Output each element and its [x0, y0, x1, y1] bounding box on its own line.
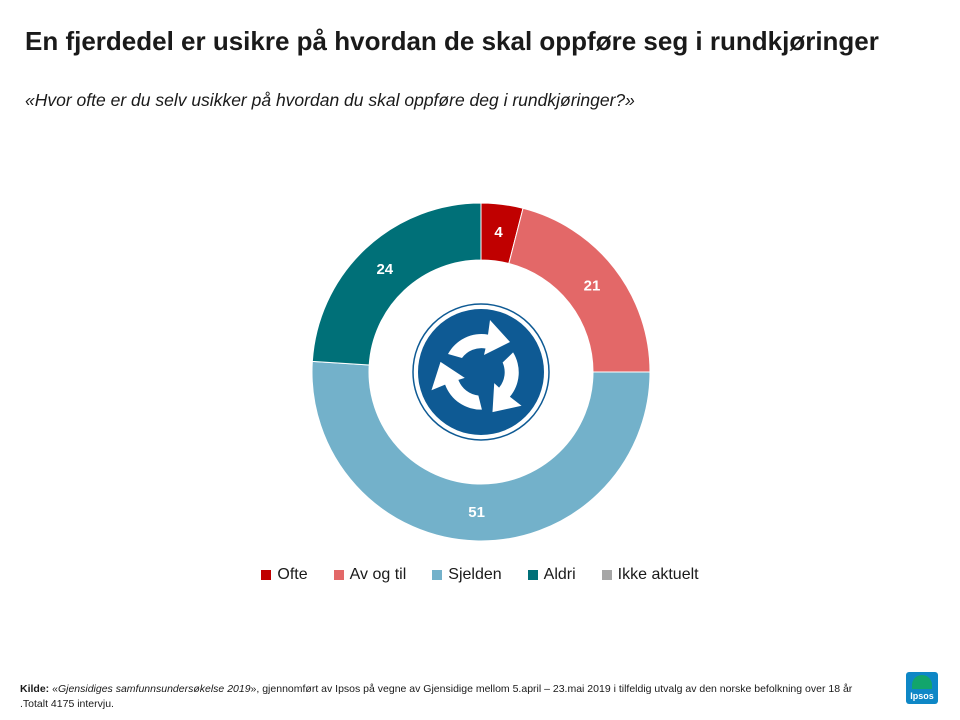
slice-labels: 4 21 51 24: [376, 224, 600, 521]
legend-label: Av og til: [349, 566, 407, 583]
source-survey-name: Gjensidiges samfunnsundersøkelse 2019: [57, 683, 251, 695]
source-note: Kilde: «Gjensidiges samfunnsundersøkelse…: [20, 682, 870, 712]
roundabout-arrow: [431, 361, 482, 410]
logo-text: Ipsos: [910, 691, 934, 701]
legend-swatch: [527, 570, 538, 580]
legend-swatch: [333, 570, 344, 580]
legend-swatch: [261, 570, 272, 580]
roundabout-arrow: [492, 352, 522, 413]
logo-mark: [912, 675, 932, 689]
legend-label: Sjelden: [448, 566, 502, 583]
source-label: Kilde:: [20, 683, 50, 695]
donut-slices: [311, 202, 651, 542]
roundabout-sign-icon: [412, 303, 550, 441]
slice-label-av-og-til: 21: [584, 277, 601, 294]
slice-label-sjelden: 51: [468, 504, 485, 521]
legend-item: Sjelden: [432, 566, 502, 584]
legend-label: Ofte: [277, 566, 308, 583]
roundabout-arrow: [448, 320, 510, 358]
chart-subtitle: «Hvor ofte er du selv usikker på hvordan…: [25, 90, 635, 110]
chart-legend: Ofte Av og til Sjelden Aldri Ikke aktuelt: [0, 566, 960, 584]
legend-item: Aldri: [527, 566, 576, 584]
chart-title: En fjerdedel er usikre på hvordan de ska…: [25, 26, 879, 56]
legend-label: Ikke aktuelt: [617, 566, 699, 583]
source-open-quote: «: [49, 683, 58, 695]
slice-label-aldri: 24: [376, 261, 393, 278]
donut-chart: 4 21 51 24: [311, 202, 651, 542]
slice-label-ofte: 4: [494, 224, 503, 241]
legend-item: Ofte: [261, 566, 308, 584]
legend-label: Aldri: [543, 566, 576, 583]
legend-swatch: [432, 570, 443, 580]
donut-slice-sjelden: [311, 360, 651, 542]
ipsos-logo: Ipsos: [906, 672, 938, 704]
legend-item: Av og til: [333, 566, 407, 584]
legend-item: Ikke aktuelt: [601, 566, 699, 584]
legend-swatch: [601, 570, 612, 580]
source-text: », gjennomført av Ipsos på vegne av Gjen…: [20, 683, 853, 710]
donut-slice-aldri: [311, 202, 482, 366]
